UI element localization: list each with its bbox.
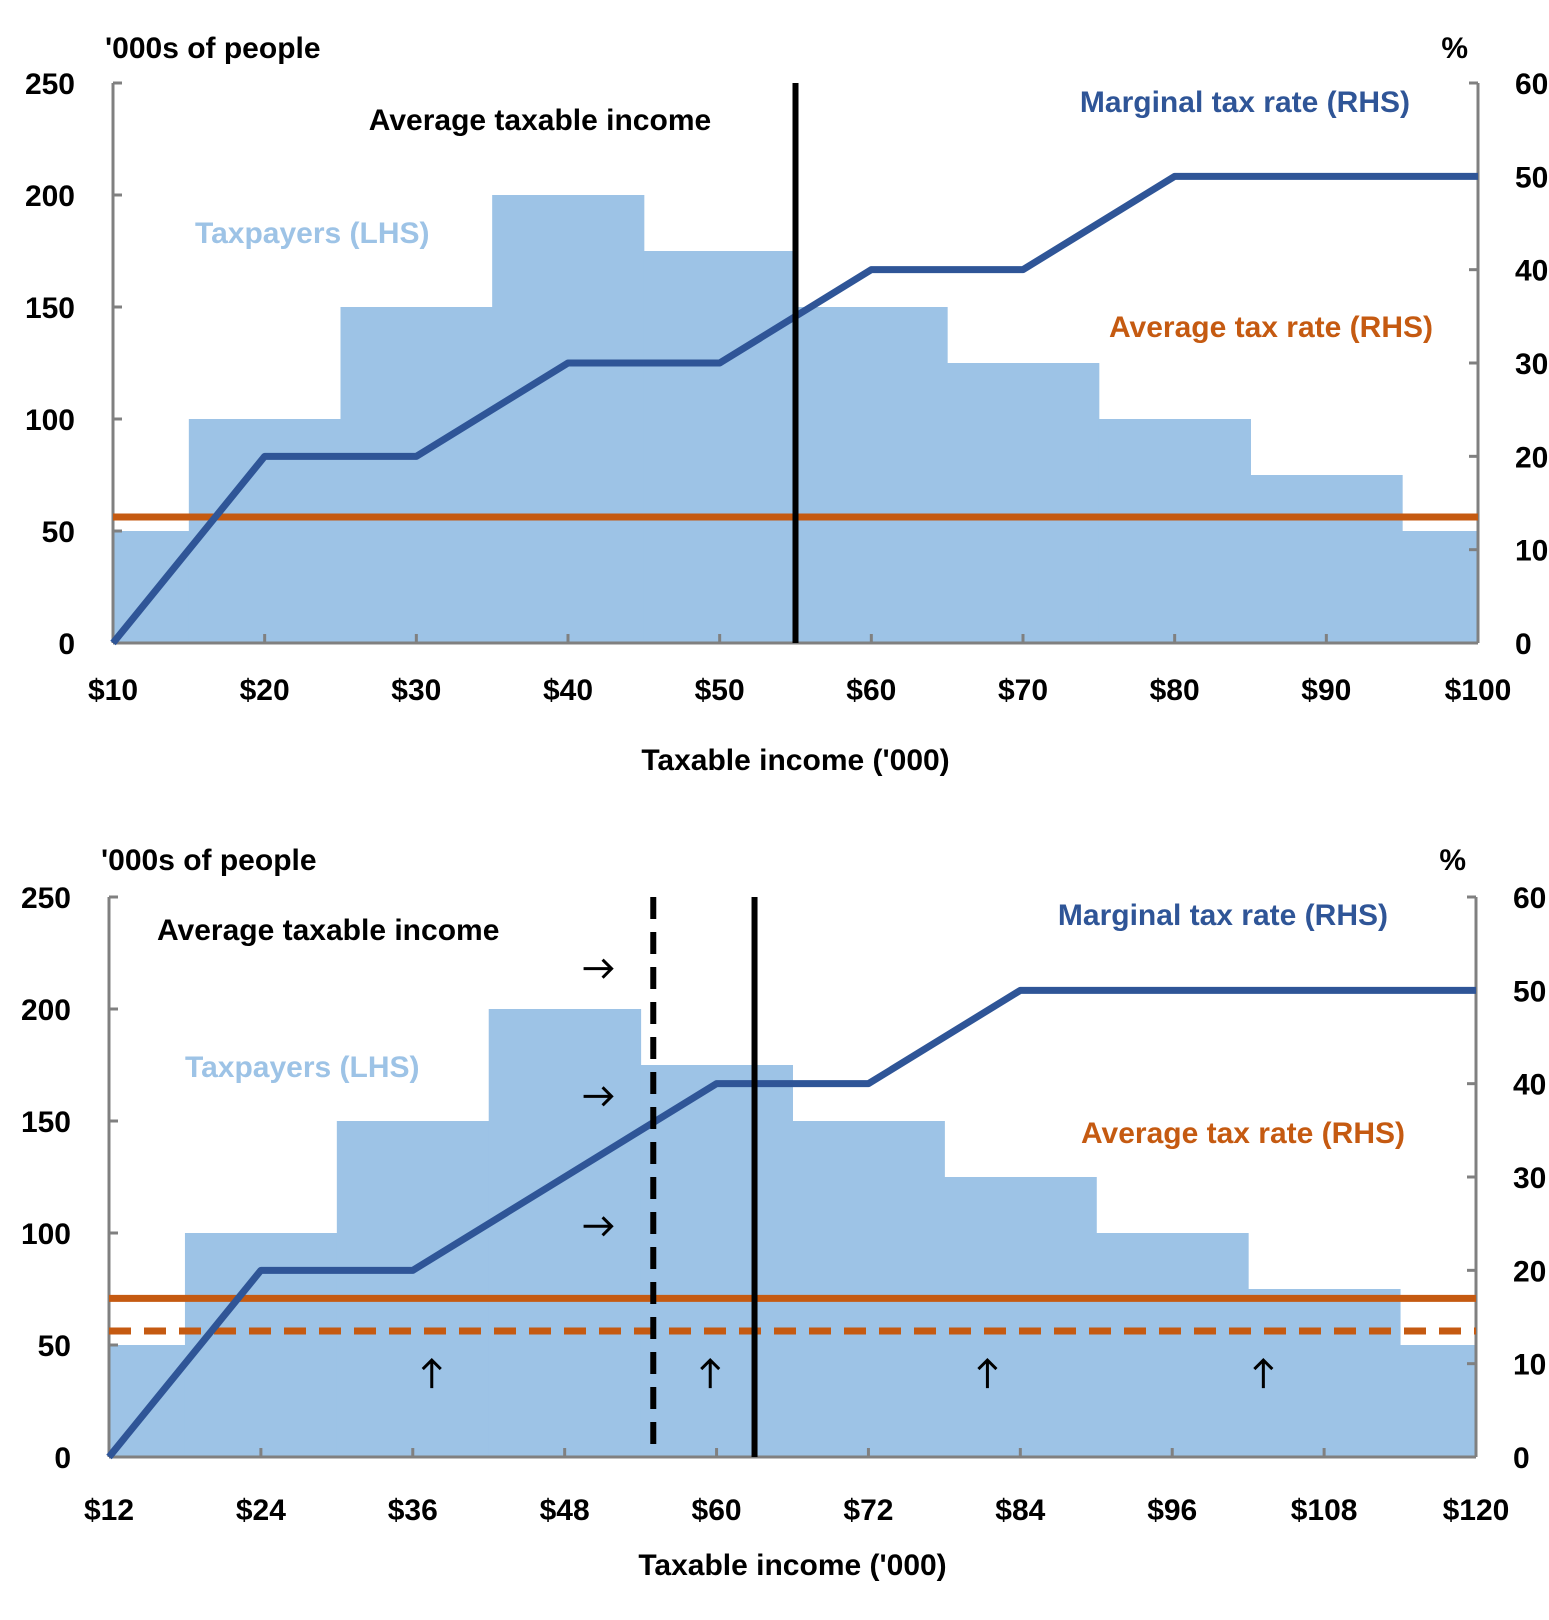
marginal-tax-rate-label: Marginal tax rate (RHS) bbox=[1080, 86, 1410, 119]
arrow-shape bbox=[700, 1357, 721, 1389]
arrow-shape bbox=[583, 1086, 614, 1107]
taxpayer-bar bbox=[1248, 1289, 1401, 1457]
x-tick-label: $30 bbox=[391, 674, 441, 707]
x-axis-title: Taxable income ('000) bbox=[638, 1549, 946, 1582]
arrow-shape bbox=[977, 1357, 998, 1389]
left-axis-title: '000s of people bbox=[101, 844, 317, 877]
right-tick-label: 20 bbox=[1513, 1255, 1546, 1288]
x-tick-label: $120 bbox=[1443, 1494, 1510, 1527]
taxpayer-bar bbox=[792, 1121, 945, 1457]
taxpayer-bar bbox=[1402, 531, 1479, 643]
left-tick-label: 200 bbox=[21, 994, 71, 1027]
right-tick-label: 0 bbox=[1513, 1442, 1530, 1475]
x-tick-label: $84 bbox=[995, 1494, 1045, 1527]
average-tax-rate-label: Average tax rate (RHS) bbox=[1081, 1117, 1405, 1150]
taxpayer-bar bbox=[640, 1065, 793, 1457]
taxpayer-bar bbox=[184, 1233, 338, 1457]
x-tick-label: $48 bbox=[540, 1494, 590, 1527]
taxpayer-bar bbox=[643, 251, 796, 643]
left-tick-label: 150 bbox=[21, 1106, 71, 1139]
x-tick-label: $60 bbox=[846, 674, 896, 707]
right-tick-label: 50 bbox=[1515, 161, 1548, 194]
taxpayer-bar bbox=[947, 363, 1100, 643]
left-tick-label: 50 bbox=[42, 516, 75, 549]
average-income-label: Average taxable income bbox=[369, 104, 711, 137]
x-tick-label: $60 bbox=[692, 1494, 742, 1527]
x-tick-label: $70 bbox=[998, 674, 1048, 707]
x-tick-label: $36 bbox=[388, 1494, 438, 1527]
x-tick-label: $20 bbox=[240, 674, 290, 707]
right-tick-label: 20 bbox=[1515, 441, 1548, 474]
marginal-tax-rate-label: Marginal tax rate (RHS) bbox=[1058, 899, 1388, 932]
marginal-tax-rate-line bbox=[110, 172, 1478, 646]
right-axis-title: % bbox=[1439, 844, 1466, 877]
arrow-up-icon bbox=[1253, 1357, 1274, 1389]
arrow-up-icon bbox=[977, 1357, 998, 1389]
right-tick-label: 10 bbox=[1515, 535, 1548, 568]
average-tax-rate-label: Average tax rate (RHS) bbox=[1109, 311, 1433, 344]
right-tick-label: 40 bbox=[1513, 1069, 1546, 1102]
taxpayers-label: Taxpayers (LHS) bbox=[185, 1051, 420, 1084]
right-axis-title: % bbox=[1441, 32, 1468, 65]
x-tick-label: $108 bbox=[1291, 1494, 1358, 1527]
arrow-shape bbox=[421, 1357, 442, 1389]
arrow-shape bbox=[583, 1216, 614, 1237]
left-tick-label: 0 bbox=[54, 1442, 71, 1475]
left-axis-title: '000s of people bbox=[105, 32, 321, 65]
right-tick-label: 10 bbox=[1513, 1349, 1546, 1382]
x-tick-label: $24 bbox=[236, 1494, 286, 1527]
arrow-up-icon bbox=[421, 1357, 442, 1389]
x-axis-title: Taxable income ('000) bbox=[641, 744, 949, 777]
left-tick-label: 250 bbox=[25, 68, 75, 101]
right-tick-label: 0 bbox=[1515, 628, 1532, 661]
right-tick-label: 30 bbox=[1513, 1162, 1546, 1195]
x-tick-label: $90 bbox=[1301, 674, 1351, 707]
x-tick-label: $10 bbox=[88, 674, 138, 707]
taxpayer-bar bbox=[188, 419, 341, 643]
left-tick-label: 200 bbox=[25, 180, 75, 213]
right-tick-label: 30 bbox=[1515, 348, 1548, 381]
taxpayer-bar bbox=[492, 195, 645, 643]
right-tick-label: 60 bbox=[1513, 882, 1546, 915]
left-tick-label: 100 bbox=[21, 1218, 71, 1251]
x-tick-label: $12 bbox=[84, 1494, 134, 1527]
left-tick-label: 50 bbox=[38, 1330, 71, 1363]
left-tick-label: 150 bbox=[25, 292, 75, 325]
average-income-label: Average taxable income bbox=[157, 914, 499, 947]
left-tick-label: 0 bbox=[58, 628, 75, 661]
taxpayers-label: Taxpayers (LHS) bbox=[195, 217, 430, 250]
x-tick-label: $72 bbox=[843, 1494, 893, 1527]
x-tick-label: $80 bbox=[1150, 674, 1200, 707]
right-tick-label: 50 bbox=[1513, 975, 1546, 1008]
x-tick-label: $40 bbox=[543, 674, 593, 707]
taxpayer-bar bbox=[488, 1009, 642, 1457]
arrow-right-icon bbox=[583, 958, 614, 979]
taxpayer-bar bbox=[1096, 1233, 1249, 1457]
taxpayer-bar bbox=[944, 1177, 1097, 1457]
x-tick-label: $96 bbox=[1147, 1494, 1197, 1527]
arrow-shape bbox=[1253, 1357, 1274, 1389]
arrow-shape bbox=[583, 958, 614, 979]
taxpayer-bar bbox=[336, 1121, 490, 1457]
arrow-right-icon bbox=[583, 1086, 614, 1107]
taxpayer-bar bbox=[1250, 475, 1403, 643]
arrow-up-icon bbox=[700, 1357, 721, 1389]
taxpayer-bar bbox=[1400, 1345, 1477, 1457]
x-tick-label: $100 bbox=[1445, 674, 1512, 707]
taxpayer-bar bbox=[1098, 419, 1251, 643]
left-tick-label: 100 bbox=[25, 404, 75, 437]
taxpayer-bar bbox=[795, 307, 948, 643]
left-tick-label: 250 bbox=[21, 882, 71, 915]
right-tick-label: 40 bbox=[1515, 255, 1548, 288]
right-tick-label: 60 bbox=[1515, 68, 1548, 101]
x-tick-label: $50 bbox=[695, 674, 745, 707]
marginal-tax-rate-line bbox=[106, 986, 1476, 1460]
taxpayer-bar bbox=[340, 307, 493, 643]
arrow-right-icon bbox=[583, 1216, 614, 1237]
